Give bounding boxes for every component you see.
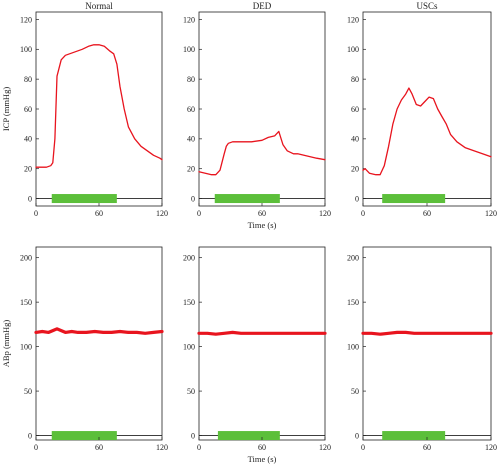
plot-frame bbox=[362, 246, 492, 441]
plot-frame bbox=[35, 11, 163, 207]
x-tick-label: 60 bbox=[423, 443, 431, 452]
x-tick-label: 60 bbox=[258, 209, 266, 218]
x-tick-label: 0 bbox=[361, 209, 365, 218]
chart-panel-4: 0 50 100 150 200 0 60 120 ABp (mmHg) bbox=[1, 246, 168, 452]
panel-title: USCs bbox=[416, 1, 438, 11]
x-tick-label: 0 bbox=[361, 443, 365, 452]
y-tick-label: 50 bbox=[351, 387, 359, 396]
y-tick-label: 20 bbox=[187, 164, 195, 173]
y-tick-label: 50 bbox=[24, 387, 32, 396]
chart-panel-1: 0 20 40 60 80 100 120 0 60 120 Normal ICP (mmHg) bbox=[1, 1, 168, 218]
y-tick-label: 100 bbox=[183, 45, 195, 54]
y-tick-label: 60 bbox=[187, 105, 195, 114]
chart-panel-5: 0 50 100 150 200 0 60 120 Time (s) bbox=[183, 246, 331, 464]
y-tick-label: 50 bbox=[187, 387, 195, 396]
y-axis-label: ABp (mmHg) bbox=[1, 320, 11, 368]
y-tick-label: 80 bbox=[24, 75, 32, 84]
x-tick-label: 120 bbox=[485, 209, 497, 218]
y-tick-label: 150 bbox=[20, 298, 32, 307]
y-tick-label: 20 bbox=[351, 164, 359, 173]
y-tick-label: 200 bbox=[183, 253, 195, 262]
x-axis-label: Time (s) bbox=[248, 220, 277, 230]
y-tick-label: 0 bbox=[355, 431, 359, 440]
data-series-line bbox=[198, 130, 326, 176]
x-tick-label: 60 bbox=[423, 209, 431, 218]
y-tick-label: 120 bbox=[20, 15, 32, 24]
y-tick-label: 40 bbox=[24, 135, 32, 144]
stimulus-bar bbox=[217, 431, 280, 441]
x-tick-label: 120 bbox=[485, 443, 497, 452]
y-tick-label: 0 bbox=[28, 431, 32, 440]
y-tick-label: 150 bbox=[347, 298, 359, 307]
stimulus-bar bbox=[51, 431, 117, 441]
data-series-line bbox=[362, 87, 492, 176]
stimulus-bar bbox=[214, 194, 280, 204]
y-axis-label: ICP (mmHg) bbox=[1, 87, 11, 131]
x-axis-label: Time (s) bbox=[248, 454, 277, 464]
y-tick-label: 150 bbox=[183, 298, 195, 307]
data-series-line bbox=[197, 330, 327, 336]
stimulus-bar bbox=[51, 194, 117, 204]
y-tick-label: 100 bbox=[20, 342, 32, 351]
chart-panel-3: 0 20 40 60 80 100 120 0 60 120 USCs bbox=[347, 1, 497, 218]
x-tick-label: 120 bbox=[319, 209, 331, 218]
y-tick-label: 120 bbox=[183, 15, 195, 24]
stimulus-bar bbox=[382, 431, 446, 441]
plot-frame bbox=[362, 11, 492, 207]
y-tick-label: 100 bbox=[347, 342, 359, 351]
panel-title: DED bbox=[253, 1, 272, 11]
y-tick-label: 0 bbox=[191, 194, 195, 203]
x-tick-label: 120 bbox=[319, 443, 331, 452]
x-tick-label: 120 bbox=[156, 443, 168, 452]
x-tick-label: 0 bbox=[34, 209, 38, 218]
y-tick-label: 80 bbox=[187, 75, 195, 84]
x-tick-label: 60 bbox=[95, 443, 103, 452]
y-tick-label: 40 bbox=[351, 135, 359, 144]
plot-frame bbox=[198, 246, 326, 441]
y-tick-label: 200 bbox=[347, 253, 359, 262]
x-tick-label: 0 bbox=[197, 209, 201, 218]
x-tick-label: 60 bbox=[258, 443, 266, 452]
y-tick-label: 200 bbox=[20, 253, 32, 262]
y-tick-label: 20 bbox=[24, 164, 32, 173]
panel-title: Normal bbox=[85, 1, 113, 11]
data-series-line bbox=[34, 327, 164, 335]
data-series-line bbox=[35, 44, 163, 168]
y-tick-label: 0 bbox=[355, 194, 359, 203]
data-series-line bbox=[361, 330, 493, 336]
y-tick-label: 60 bbox=[24, 105, 32, 114]
y-tick-label: 0 bbox=[191, 431, 195, 440]
plot-frame bbox=[198, 11, 326, 207]
plot-frame bbox=[35, 246, 163, 441]
y-tick-label: 80 bbox=[351, 75, 359, 84]
x-tick-label: 0 bbox=[197, 443, 201, 452]
y-tick-label: 100 bbox=[347, 45, 359, 54]
chart-panel-6: 0 50 100 150 200 0 60 120 bbox=[347, 246, 497, 452]
stimulus-bar bbox=[382, 194, 446, 204]
y-tick-label: 100 bbox=[183, 342, 195, 351]
y-tick-label: 0 bbox=[28, 194, 32, 203]
x-tick-label: 120 bbox=[156, 209, 168, 218]
chart-panel-2: 0 20 40 60 80 100 120 0 60 120 DED Time (s) bbox=[183, 1, 331, 230]
y-tick-label: 60 bbox=[351, 105, 359, 114]
y-tick-label: 120 bbox=[347, 15, 359, 24]
y-tick-label: 40 bbox=[187, 135, 195, 144]
x-tick-label: 60 bbox=[95, 209, 103, 218]
x-tick-label: 0 bbox=[34, 443, 38, 452]
y-tick-label: 100 bbox=[20, 45, 32, 54]
